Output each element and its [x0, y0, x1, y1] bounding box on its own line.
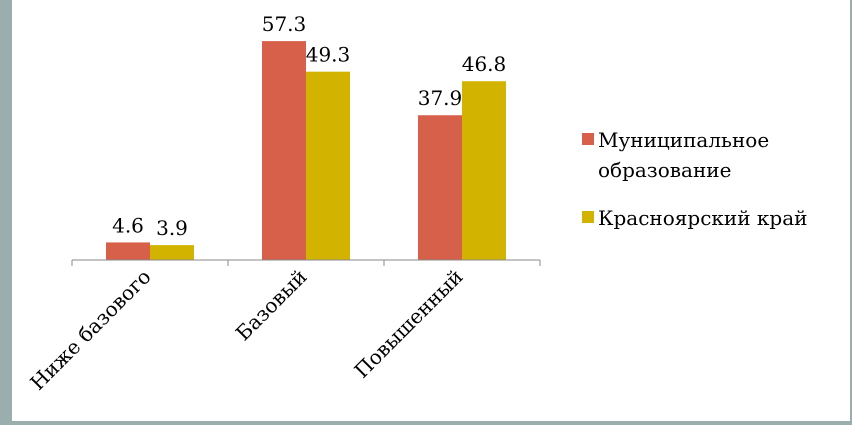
bar-s1-1	[106, 242, 150, 260]
legend-swatch-2	[582, 211, 594, 223]
legend-label-2: Красноярский край	[598, 206, 807, 230]
legend-label-1: Муниципальное образование	[598, 128, 769, 182]
x-tick-label-2: Базовый	[231, 265, 312, 346]
bar-s1-2	[262, 41, 306, 260]
bar-chart: 4.6 57.3 37.9 3.9 49.3 46.8 Ниже базового Базов…	[25, 12, 807, 395]
legend-swatch-1	[582, 133, 594, 145]
legend-label-2-line-1: Красноярский край	[598, 206, 807, 230]
data-label-s2-2: 49.3	[306, 43, 351, 67]
chart-area: 4.6 57.3 37.9 3.9 49.3 46.8 Ниже базового Базов…	[12, 0, 850, 421]
bar-s2-1	[150, 245, 194, 260]
data-label-s1-1: 4.6	[112, 213, 144, 237]
bar-s2-2	[306, 71, 350, 260]
data-label-s1-3: 37.9	[418, 86, 463, 110]
x-tick-label-3: Повышенный	[349, 265, 467, 383]
legend-label-1-line-1: Муниципальное	[598, 128, 769, 152]
x-tick-label-1: Ниже базового	[25, 265, 155, 395]
legend-label-1-line-2: образование	[598, 158, 731, 182]
data-label-s2-3: 46.8	[462, 52, 507, 76]
bar-s1-3	[418, 115, 462, 260]
data-label-s1-2: 57.3	[262, 12, 307, 36]
data-label-s2-1: 3.9	[156, 216, 188, 240]
bar-s2-3	[462, 81, 506, 260]
